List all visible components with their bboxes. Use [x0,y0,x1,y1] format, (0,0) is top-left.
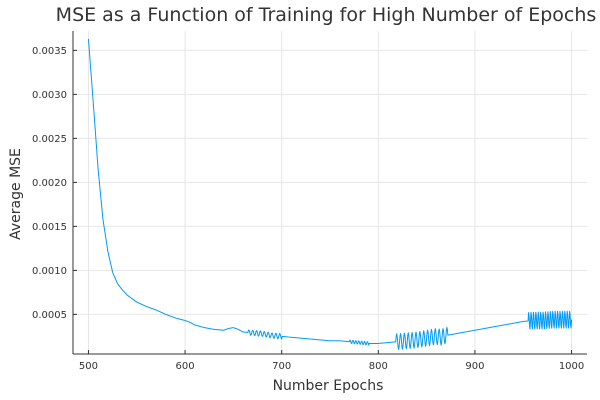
x-tick-label: 600 [176,361,195,372]
y-tick-label: 0.0005 [32,310,67,321]
x-tick-label: 900 [465,361,484,372]
y-tick-label: 0.0035 [32,46,67,57]
x-tick-label: 700 [272,361,291,372]
series [87,38,573,351]
axes [72,31,587,355]
y-tick-label: 0.0030 [32,90,67,101]
x-tick-label: 800 [369,361,388,372]
x-tick-label: 1000 [559,361,584,372]
tick-labels: 500 600 700 800 900 1000 0.0005 0.0010 0.0015 0.0… [32,46,584,372]
y-tick-label: 0.0015 [32,222,67,233]
x-axis-label: Number Epochs [273,378,384,394]
mse-series-line [87,38,573,351]
y-tick-label: 0.0020 [32,178,67,189]
y-tick-label: 0.0010 [32,266,67,277]
y-axis-label: Average MSE [8,148,24,240]
y-tick-label: 0.0025 [32,134,67,145]
chart-title: MSE as a Function of Training for High N… [56,4,597,26]
grid-lines [73,31,587,354]
x-tick-label: 500 [79,361,98,372]
